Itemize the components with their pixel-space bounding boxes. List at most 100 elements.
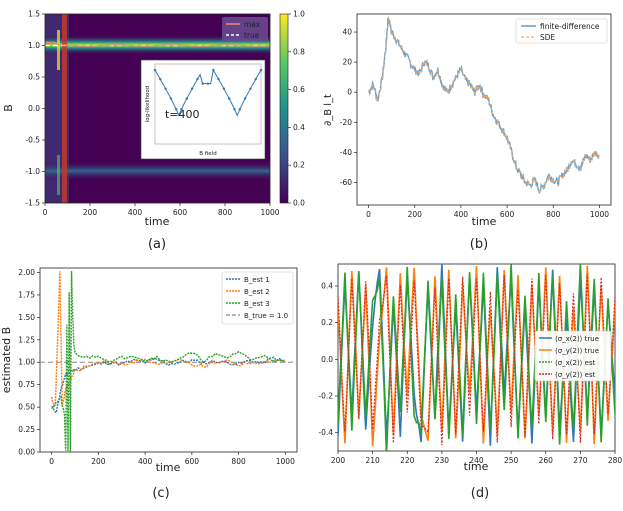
c-ytick-label: 1.25 bbox=[18, 335, 35, 344]
d-ytick-label: 0.0 bbox=[321, 355, 333, 364]
d-xtick-label: 230 bbox=[435, 456, 450, 465]
a-xtick-label: 1000 bbox=[260, 208, 279, 217]
b-xtick-label: 400 bbox=[454, 210, 469, 219]
panel-a: 0 200 400 600 800 1000 -1.5 -1.0 -0.5 0.0 0.5 1.0 1… bbox=[2, 10, 305, 253]
inset-point bbox=[254, 78, 257, 81]
inset-point bbox=[180, 108, 183, 111]
a-ytick-label: 1.0 bbox=[28, 41, 40, 50]
inset-point bbox=[159, 78, 162, 81]
d-ytick-label: -0.4 bbox=[318, 428, 333, 437]
y-ticks-c: 0.00 0.25 0.50 0.75 1.00 1.25 1.50 1.75 2.00 bbox=[18, 268, 40, 457]
heatmap-hot-column bbox=[62, 14, 67, 203]
d-xtick-label: 280 bbox=[608, 456, 623, 465]
panel-label-d: (d) bbox=[471, 486, 489, 501]
inset-point bbox=[259, 68, 263, 72]
legend-label-best3: B_est 3 bbox=[244, 300, 270, 308]
c-ytick-label: 0.00 bbox=[18, 448, 35, 457]
inset-annotation: t=400 bbox=[165, 108, 200, 121]
panel-label-b: (b) bbox=[470, 237, 488, 252]
inset-point bbox=[201, 82, 204, 85]
panel-d: 200 210 220 230 240 250 260 270 280 -0.4 -0.2 0.0 0… bbox=[318, 263, 622, 501]
inset-axes bbox=[154, 63, 262, 145]
colorbar-tick-label: 0.0 bbox=[293, 199, 305, 208]
d-ytick-label: -0.2 bbox=[318, 392, 333, 401]
series-line-best3 bbox=[51, 271, 286, 452]
inset-point bbox=[196, 78, 199, 81]
y-ticks-d: -0.4 -0.2 0.0 0.2 0.4 bbox=[318, 282, 338, 437]
legend-label-btrue: B_true = 1.0 bbox=[244, 312, 288, 320]
b-ytick-label: -40 bbox=[340, 148, 352, 157]
series-line-best2 bbox=[50, 271, 286, 408]
c-ytick-label: 0.75 bbox=[18, 380, 35, 389]
colorbar-ticks: 0.0 0.2 0.4 0.6 0.8 1.0 bbox=[288, 10, 305, 208]
max-line-a bbox=[45, 41, 271, 47]
a-ytick-label: -1.0 bbox=[25, 167, 40, 176]
a-ytick-label: 0.0 bbox=[28, 104, 40, 113]
c-xtick-label: 800 bbox=[231, 457, 246, 466]
x-ticks-b: 0 200 400 600 800 1000 bbox=[366, 205, 609, 219]
x-ticks-c: 0 200 400 600 800 1000 bbox=[49, 452, 295, 466]
b-ytick-label: 0 bbox=[347, 88, 352, 97]
legend-box-d bbox=[534, 330, 612, 382]
y-ticks-b: -60 -40 -20 0 20 40 bbox=[340, 28, 357, 187]
c-ytick-label: 1.00 bbox=[18, 358, 35, 367]
y-ticks-a: -1.5 -1.0 -0.5 0.0 0.5 1.0 1.5 bbox=[25, 10, 45, 208]
c-ytick-label: 2.00 bbox=[18, 268, 35, 277]
legend-box-c bbox=[221, 271, 294, 325]
colorbar-tick-label: 0.2 bbox=[293, 161, 305, 170]
legend-label-max: max bbox=[244, 20, 261, 29]
x-label-d: time bbox=[464, 460, 489, 473]
b-xtick-label: 200 bbox=[408, 210, 423, 219]
colorbar-tick-label: 1.0 bbox=[293, 10, 305, 19]
legend-label-best2: B_est 2 bbox=[244, 288, 270, 296]
y-label-b: ∂_B l_t bbox=[323, 94, 334, 126]
series-line-sde bbox=[368, 16, 600, 194]
d-xtick-label: 270 bbox=[573, 456, 588, 465]
legend-label-sy-true: ⟨σ_y(2)⟩ true bbox=[555, 347, 599, 355]
series-line-best1 bbox=[51, 356, 286, 414]
inset-point bbox=[175, 108, 178, 111]
c-ytick-label: 0.25 bbox=[18, 425, 35, 434]
b-ytick-label: -20 bbox=[340, 118, 352, 127]
colorbar-tick-label: 0.8 bbox=[293, 47, 305, 56]
b-xtick-label: 0 bbox=[366, 210, 371, 219]
inset-points bbox=[153, 68, 263, 111]
c-xtick-label: 1000 bbox=[276, 457, 295, 466]
legend-label-sde: SDE bbox=[540, 33, 556, 42]
inset-point bbox=[185, 97, 188, 100]
d-xtick-label: 200 bbox=[331, 456, 346, 465]
panel-label-c: (c) bbox=[152, 486, 169, 501]
inset-point bbox=[238, 108, 241, 111]
b-xtick-label: 600 bbox=[500, 210, 515, 219]
a-xtick-label: 600 bbox=[173, 208, 188, 217]
a-xtick-label: 200 bbox=[83, 208, 98, 217]
heatmap-hot-column-2 bbox=[57, 30, 60, 70]
c-xtick-label: 200 bbox=[91, 457, 106, 466]
series-line-sy-est bbox=[338, 274, 615, 446]
inset-point bbox=[217, 78, 220, 81]
colorbar-tick-label: 0.6 bbox=[293, 85, 305, 94]
b-xtick-label: 1000 bbox=[590, 210, 609, 219]
inset-point bbox=[169, 97, 173, 100]
x-ticks-d: 200 210 220 230 240 250 260 270 280 bbox=[331, 451, 623, 465]
inset-point bbox=[153, 68, 157, 72]
legend-label-sx-true: ⟨σ_x(2)⟩ true bbox=[555, 335, 599, 343]
d-ytick-label: 0.2 bbox=[321, 318, 333, 327]
inset-point bbox=[206, 82, 210, 85]
a-xtick-label: 400 bbox=[128, 208, 143, 217]
series-line-sy-true bbox=[338, 265, 615, 447]
d-ytick-label: 0.4 bbox=[321, 282, 333, 291]
inset-point bbox=[233, 108, 236, 111]
b-ytick-label: -60 bbox=[340, 178, 352, 187]
c-xtick-label: 600 bbox=[185, 457, 200, 466]
heatmap-hot-column-3 bbox=[57, 155, 60, 195]
inset-x-label: B field bbox=[199, 151, 216, 157]
colorbar-tick-label: 0.4 bbox=[293, 123, 305, 132]
c-ytick-label: 1.75 bbox=[18, 290, 35, 299]
legend-label-true-a: true bbox=[244, 31, 260, 40]
b-ytick-label: 20 bbox=[342, 58, 352, 67]
a-xtick-label: 800 bbox=[218, 208, 233, 217]
d-xtick-label: 220 bbox=[400, 456, 415, 465]
d-xtick-label: 210 bbox=[365, 456, 380, 465]
